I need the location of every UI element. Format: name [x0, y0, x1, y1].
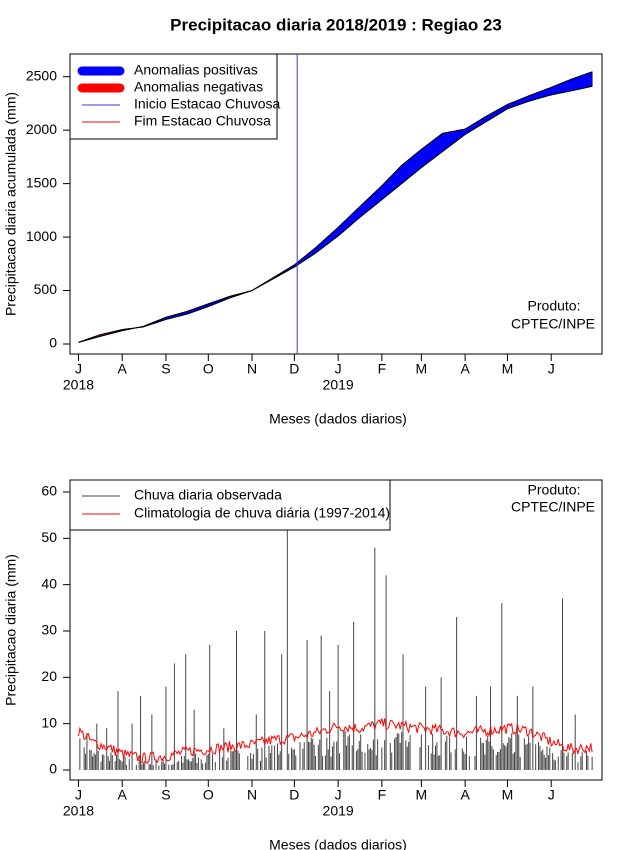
- panel2-x-axis-label: Meses (dados diarios): [269, 837, 407, 850]
- panel2-x-tick-label: A: [460, 787, 470, 803]
- panel1-x-tick-label: J: [335, 361, 342, 377]
- panel2-y-axis-label: Precipitacao diaria (mm): [3, 554, 19, 706]
- panel2-x-tick-label: O: [203, 787, 214, 803]
- panel1-year-label: 2018: [63, 377, 94, 393]
- panel1-x-tick-label: M: [502, 361, 514, 377]
- legend-label-end: Fim Estacao Chuvosa: [134, 113, 271, 129]
- panel1-y-tick-label: 500: [34, 281, 58, 297]
- panel2-year-label: 2018: [63, 803, 94, 819]
- panel2-x-tick-label: M: [502, 787, 514, 803]
- panel1-y-tick-label: 2000: [26, 121, 57, 137]
- legend-label-negative: Anomalias negativas: [134, 79, 263, 95]
- panel1-y-tick-label: 2500: [26, 67, 57, 83]
- panel2-x-tick-label: D: [289, 787, 299, 803]
- panel2-y-tick-label: 10: [41, 714, 57, 730]
- panel1-x-tick-label: J: [548, 361, 555, 377]
- panel1-x-tick-label: F: [378, 361, 387, 377]
- panel2-product-label: Produto:: [528, 482, 581, 498]
- panel1-x-tick-label: O: [203, 361, 214, 377]
- panel1-plot-box: [69, 53, 603, 355]
- panel1-y-tick-label: 1000: [26, 228, 57, 244]
- panel2-x-tick-label: A: [118, 787, 128, 803]
- panel1-y-axis-label: Precipitacao diaria acumulada (mm): [3, 92, 19, 316]
- legend-label-start: Inicio Estacao Chuvosa: [134, 96, 281, 112]
- panel1-y-tick-label: 0: [49, 335, 57, 351]
- panel2-x-tick-label: J: [548, 787, 555, 803]
- panel2-x-tick-label: J: [335, 787, 342, 803]
- observed-cumulative-line: [78, 71, 593, 343]
- panel1-x-tick-label: A: [460, 361, 470, 377]
- panel1-year-label: 2019: [323, 377, 354, 393]
- panel2-y-tick-label: 40: [41, 575, 57, 591]
- panel2-x-tick-label: N: [247, 787, 257, 803]
- chart-title: Precipitacao diaria 2018/2019 : Regiao 2…: [170, 15, 502, 34]
- panel2-x-tick-label: J: [75, 787, 82, 803]
- panel1-x-tick-label: D: [289, 361, 299, 377]
- panel1-product-label: Produto:: [528, 298, 581, 314]
- panel2-y-tick-label: 50: [41, 529, 57, 545]
- legend-label-positive: Anomalias positivas: [134, 62, 258, 78]
- panel2-x-tick-label: S: [161, 787, 170, 803]
- panel2-year-label: 2019: [323, 803, 354, 819]
- panel2-legend-box: [69, 479, 391, 531]
- panel1-x-axis-label: Meses (dados diarios): [269, 411, 407, 427]
- panel2-y-tick-label: 20: [41, 668, 57, 684]
- panel1-product-source: CPTEC/INPE: [511, 316, 595, 332]
- panel1-x-tick-label: S: [161, 361, 170, 377]
- climatology-cumulative-line: [78, 85, 593, 343]
- climatology-daily-line: [77, 718, 593, 764]
- panel1-x-tick-label: J: [75, 361, 82, 377]
- panel2-y-tick-label: 0: [49, 761, 57, 777]
- panel1-x-tick-label: N: [247, 361, 257, 377]
- panel2-legend: Chuva diaria observada Climatologia de ch…: [69, 479, 391, 531]
- panel1-x-tick-label: A: [118, 361, 128, 377]
- panel2-x-tick-label: F: [378, 787, 387, 803]
- legend-label-climatology: Climatologia de chuva diária (1997-2014): [134, 505, 390, 521]
- panel2-y-tick-label: 60: [41, 483, 57, 499]
- legend-label-observed: Chuva diaria observada: [134, 487, 282, 503]
- panel2-y-tick-label: 30: [41, 622, 57, 638]
- panel1-y-tick-label: 1500: [26, 174, 57, 190]
- panel2-x-tick-label: M: [416, 787, 428, 803]
- panel1-x-tick-label: M: [416, 361, 428, 377]
- panel2-product-source: CPTEC/INPE: [511, 499, 595, 515]
